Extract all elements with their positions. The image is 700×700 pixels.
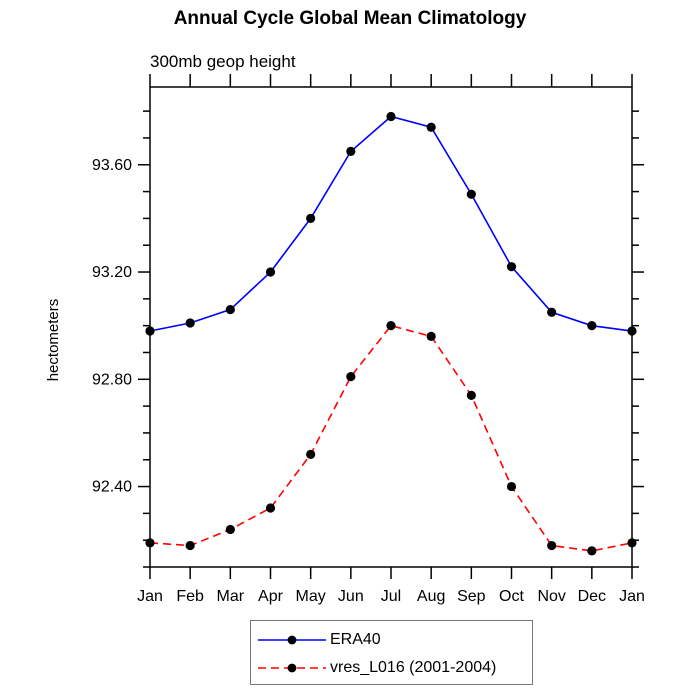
y-axis-tick-label: 92.40 xyxy=(92,479,132,496)
legend: ERA40 vres_L016 (2001-2004) xyxy=(250,620,533,685)
series-0-data-point xyxy=(587,321,597,331)
x-axis-tick-label: Aug xyxy=(417,588,445,605)
plot-area: Jan Feb Mar Apr May Jun Jul Aug Sep Oct Nov Dec Jan 9… xyxy=(45,74,645,605)
vres-l016-line-sample xyxy=(258,663,326,673)
series-1-data-point xyxy=(306,449,316,459)
legend-label-vres-l016: vres_L016 (2001-2004) xyxy=(330,659,497,676)
series-0-data-point xyxy=(145,326,155,336)
series-0-data-point xyxy=(346,146,356,156)
legend-marker-dot xyxy=(287,635,297,645)
series-0-data-point xyxy=(627,326,637,336)
y-axis-tick-label: 93.20 xyxy=(92,264,132,281)
series-0-data-point xyxy=(547,307,557,317)
legend-item-era40: ERA40 xyxy=(256,626,532,654)
chart-title: Annual Cycle Global Mean Climatology xyxy=(173,8,527,29)
legend-item-vres-l016: vres_L016 (2001-2004) xyxy=(256,654,532,682)
x-axis-tick-label: Mar xyxy=(217,588,245,605)
era40-line-sample xyxy=(258,635,326,645)
series-1-data-point xyxy=(587,546,597,556)
series-0-data-point xyxy=(426,122,436,132)
series-0-data-point xyxy=(265,267,276,277)
x-axis-tick-label: Jan xyxy=(619,588,645,605)
series-1-data-point xyxy=(506,481,517,492)
series-1-line xyxy=(149,324,633,552)
series-0-data-point xyxy=(506,262,517,272)
series-0-data-point xyxy=(386,111,396,122)
legend-marker-dot xyxy=(287,663,297,673)
x-axis-tick-label: Dec xyxy=(578,588,606,605)
series-1-data-point xyxy=(346,372,356,382)
x-axis-tick-label: May xyxy=(296,588,326,605)
series-1-data-point xyxy=(185,540,195,551)
series-0-data-point xyxy=(185,318,195,328)
series-0-data-point xyxy=(306,213,316,223)
y-axis-tick-label: 93.60 xyxy=(92,157,132,174)
chart-subtitle: 300mb geop height xyxy=(150,52,296,71)
series-1-data-point xyxy=(466,390,476,400)
series-1-data-point xyxy=(145,538,155,548)
series-0-data-point xyxy=(225,304,235,315)
x-axis-tick-label: Apr xyxy=(258,588,284,605)
series-0-data-point xyxy=(466,189,476,199)
y-axis-tick-label: 92.80 xyxy=(92,371,132,388)
series-1-data-point xyxy=(627,538,637,548)
series-1-data-point xyxy=(265,503,276,513)
x-axis-tick-label: Jul xyxy=(381,588,401,605)
series-1-data-point xyxy=(225,524,235,535)
y-axis-label: hectometers xyxy=(45,299,62,382)
x-axis-tick-label: Feb xyxy=(176,588,204,605)
x-axis-tick-label: Jun xyxy=(338,588,364,605)
x-axis-tick-label: Sep xyxy=(457,588,486,605)
series-1-data-point xyxy=(386,321,396,331)
series-0-line xyxy=(149,115,633,332)
x-axis-tick-label: Jan xyxy=(137,588,163,605)
series-1-data-point xyxy=(426,331,436,341)
x-axis-tick-label: Oct xyxy=(499,588,524,605)
legend-label-era40: ERA40 xyxy=(330,631,381,648)
series-1-data-point xyxy=(547,540,557,551)
x-axis-tick-label: Nov xyxy=(537,588,565,605)
